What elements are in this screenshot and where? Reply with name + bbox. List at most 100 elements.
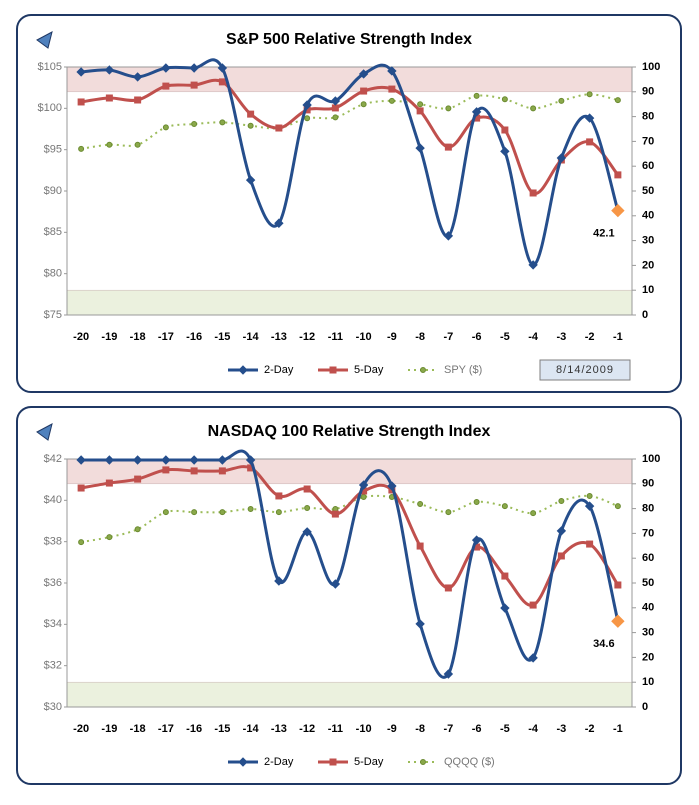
- marker: [134, 526, 141, 533]
- marker: [76, 67, 86, 77]
- marker: [191, 121, 198, 128]
- marker: [330, 96, 341, 106]
- x-tick-label: -14: [243, 723, 260, 735]
- x-tick-label: -20: [73, 723, 89, 735]
- marker: [189, 63, 199, 73]
- x-tick-label: -11: [328, 331, 343, 343]
- marker: [247, 122, 254, 129]
- y2-tick-label: 20: [642, 259, 654, 271]
- y2-tick-label: 10: [642, 676, 654, 688]
- marker: [388, 85, 396, 93]
- y2-tick-label: 0: [642, 701, 648, 713]
- marker: [415, 619, 425, 629]
- marker: [420, 759, 426, 765]
- y2-tick-label: 40: [642, 210, 654, 222]
- legend-label: QQQQ ($): [444, 756, 495, 768]
- marker: [558, 497, 565, 504]
- legend-label: 5-Day: [354, 364, 384, 376]
- marker: [530, 105, 537, 112]
- x-tick-label: -10: [356, 331, 372, 343]
- marker: [556, 526, 567, 536]
- marker: [614, 581, 622, 589]
- marker: [304, 504, 311, 511]
- marker: [445, 105, 452, 112]
- x-tick-label: -18: [130, 331, 146, 343]
- marker: [501, 503, 508, 510]
- marker: [444, 143, 452, 151]
- marker: [105, 94, 113, 102]
- marker: [245, 175, 256, 185]
- y-tick-label: $85: [44, 226, 62, 238]
- marker: [473, 498, 480, 505]
- marker: [556, 153, 567, 163]
- y2-tick-label: 50: [642, 577, 654, 589]
- marker: [444, 584, 452, 592]
- marker: [77, 98, 85, 106]
- x-tick-label: -5: [500, 331, 510, 343]
- y-tick-label: $90: [44, 185, 62, 197]
- marker: [275, 124, 283, 132]
- y2-tick-label: 60: [642, 160, 654, 172]
- x-tick-label: -12: [299, 331, 315, 343]
- marker: [219, 509, 226, 516]
- marker: [218, 78, 226, 86]
- marker: [78, 145, 85, 152]
- band: [66, 289, 633, 316]
- band: [66, 681, 633, 708]
- marker: [500, 146, 510, 157]
- marker: [443, 669, 454, 679]
- marker: [443, 231, 454, 241]
- marker: [162, 82, 170, 90]
- y2-tick-label: 10: [642, 284, 654, 296]
- marker: [134, 96, 142, 104]
- x-tick-label: -14: [243, 331, 260, 343]
- y-tick-label: $100: [38, 102, 62, 114]
- marker: [274, 576, 284, 586]
- annotation: 42.1: [593, 227, 614, 239]
- marker: [302, 100, 312, 110]
- x-tick-label: -13: [271, 723, 287, 735]
- x-tick-label: -7: [443, 331, 453, 343]
- marker: [162, 509, 169, 516]
- y2-tick-label: 30: [642, 627, 654, 639]
- marker: [217, 63, 228, 73]
- marker: [586, 138, 594, 146]
- y2-tick-label: 100: [642, 61, 660, 73]
- marker: [134, 475, 142, 483]
- annotation: 34.6: [593, 638, 614, 650]
- marker: [329, 758, 337, 766]
- y-tick-label: $34: [44, 618, 62, 630]
- marker: [360, 101, 367, 108]
- legend-label: 2-Day: [264, 756, 294, 768]
- marker: [275, 509, 282, 516]
- marker: [303, 485, 311, 493]
- marker: [416, 542, 424, 550]
- x-tick-label: -12: [299, 723, 315, 735]
- marker: [528, 653, 538, 663]
- marker: [78, 539, 85, 546]
- legend-label: 5-Day: [354, 756, 384, 768]
- marker: [558, 97, 565, 104]
- marker: [501, 96, 508, 103]
- marker: [420, 367, 426, 373]
- marker: [417, 501, 424, 508]
- marker: [332, 114, 339, 121]
- x-tick-label: -6: [472, 331, 482, 343]
- marker: [586, 540, 594, 548]
- y2-tick-label: 80: [642, 503, 654, 515]
- marker: [530, 510, 537, 517]
- marker: [329, 366, 337, 374]
- marker: [471, 107, 482, 117]
- y-tick-label: $80: [44, 268, 62, 280]
- marker: [416, 107, 424, 115]
- marker: [529, 601, 537, 609]
- marker: [247, 110, 255, 118]
- marker: [501, 126, 509, 134]
- x-tick-label: -19: [101, 331, 117, 343]
- y2-tick-label: 70: [642, 527, 654, 539]
- marker: [473, 92, 480, 99]
- marker: [132, 72, 143, 82]
- band: [66, 458, 633, 485]
- marker: [529, 189, 537, 197]
- marker: [132, 455, 143, 465]
